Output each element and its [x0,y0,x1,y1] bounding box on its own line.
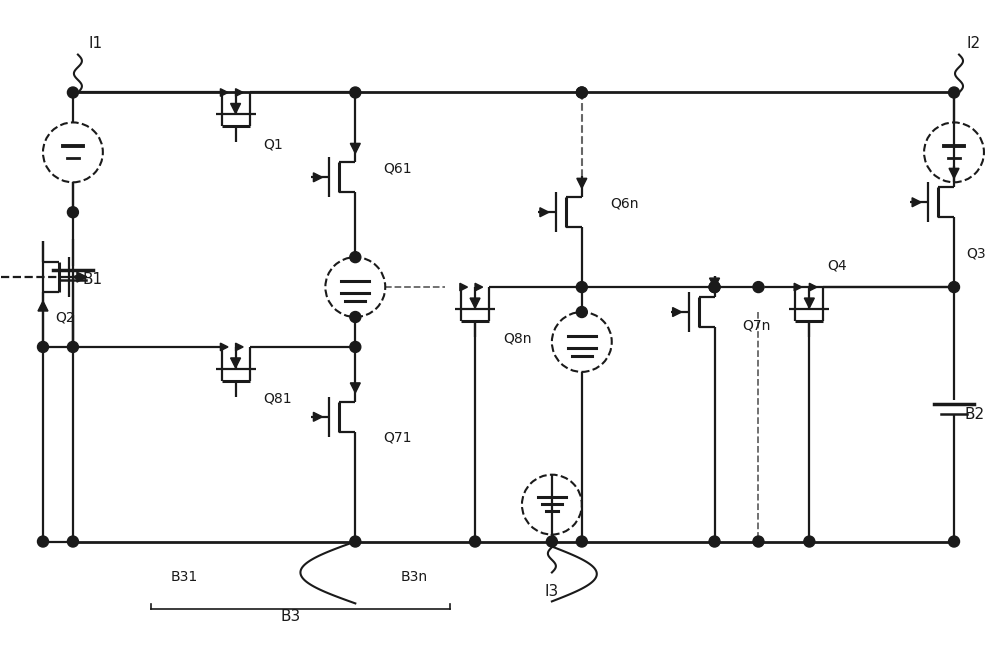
Circle shape [576,307,587,318]
Circle shape [709,281,720,292]
Polygon shape [577,179,587,188]
Polygon shape [710,278,720,288]
Polygon shape [475,283,483,291]
Polygon shape [912,198,921,207]
Polygon shape [313,412,322,421]
Polygon shape [460,283,467,291]
Text: Q2: Q2 [55,310,75,324]
Polygon shape [804,298,814,308]
Circle shape [67,536,78,547]
Polygon shape [231,358,241,368]
Polygon shape [794,283,802,291]
Text: B1: B1 [83,272,103,287]
Polygon shape [236,343,243,351]
Text: Q81: Q81 [264,392,292,406]
Text: Q7n: Q7n [742,319,771,333]
Circle shape [37,536,48,547]
Circle shape [350,252,361,263]
Polygon shape [220,89,228,96]
Circle shape [350,342,361,353]
Polygon shape [231,104,241,113]
Polygon shape [350,144,360,153]
Circle shape [350,87,361,98]
Circle shape [709,281,720,292]
Polygon shape [38,301,48,311]
Circle shape [67,342,78,353]
Text: B31: B31 [171,571,198,584]
Circle shape [546,536,557,547]
Text: Q61: Q61 [383,161,412,175]
Polygon shape [220,343,228,351]
Circle shape [37,342,48,353]
Circle shape [949,536,960,547]
Circle shape [67,207,78,218]
Polygon shape [236,89,243,96]
Text: Q1: Q1 [264,137,283,151]
Circle shape [576,536,587,547]
Polygon shape [470,298,480,308]
Circle shape [753,536,764,547]
Text: Q3: Q3 [966,246,986,260]
Polygon shape [313,173,322,182]
Polygon shape [540,208,549,217]
Polygon shape [350,383,360,393]
Text: I1: I1 [89,36,103,50]
Circle shape [67,87,78,98]
Text: B3: B3 [280,609,301,624]
Text: Q8n: Q8n [503,332,531,346]
Circle shape [470,536,481,547]
Text: B2: B2 [964,407,984,422]
Polygon shape [77,272,87,282]
Text: I3: I3 [545,584,559,599]
Circle shape [350,311,361,322]
Text: B3n: B3n [400,571,427,584]
Polygon shape [949,168,959,179]
Circle shape [804,536,815,547]
Circle shape [709,536,720,547]
Circle shape [753,281,764,292]
Text: Q4: Q4 [827,258,847,272]
Circle shape [949,281,960,292]
Circle shape [576,87,587,98]
Circle shape [576,87,587,98]
Circle shape [576,281,587,292]
Circle shape [350,536,361,547]
Text: Q6n: Q6n [610,196,638,210]
Polygon shape [673,307,682,316]
Text: Q71: Q71 [383,431,412,444]
Circle shape [949,87,960,98]
Polygon shape [809,283,817,291]
Text: I2: I2 [967,36,981,50]
